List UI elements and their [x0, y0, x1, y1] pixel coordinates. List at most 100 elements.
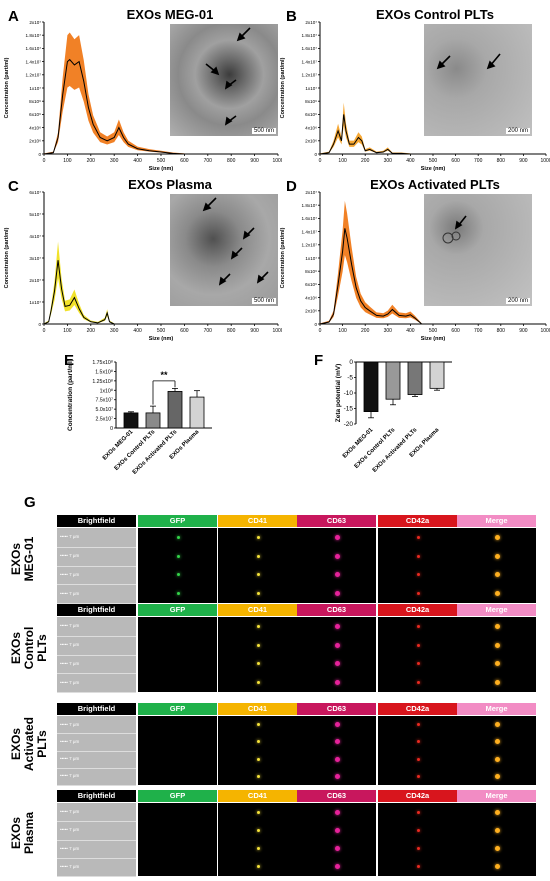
row-separator — [57, 546, 136, 548]
fluorescent-event — [416, 681, 420, 685]
x-tick-label: 1000 — [272, 158, 282, 164]
x-tick-label: 400 — [406, 328, 415, 334]
fluorescent-event — [334, 572, 340, 578]
fluorescent-event — [256, 774, 260, 778]
x-axis-label: Size (nm) — [421, 336, 446, 342]
arrowhead-icon — [224, 116, 233, 126]
micrograph-cd41 — [218, 528, 297, 603]
x-tick-label: 400 — [406, 158, 415, 164]
fluorescent-event — [494, 572, 500, 578]
fluorescent-event — [256, 865, 260, 869]
fluorescent-event — [494, 739, 500, 745]
fluorescent-event — [334, 591, 340, 597]
fluorescent-event — [256, 592, 260, 596]
scale-label: ••••• 7 μm — [60, 721, 80, 727]
micrograph-cd41 — [218, 617, 297, 692]
fluorescent-event — [416, 865, 420, 869]
scale-bar-label: 500 nm — [251, 298, 276, 304]
scale-label: ••••• 7 μm — [60, 571, 80, 577]
panel-letter-f: F — [314, 352, 324, 369]
fluorescent-event — [416, 774, 420, 778]
x-tick-label: 800 — [497, 328, 506, 334]
row-separator — [57, 654, 136, 656]
arrowhead-icon — [486, 60, 496, 70]
group-label-line: Plasma — [22, 811, 36, 855]
bar — [123, 412, 139, 429]
arrowhead-icon — [230, 250, 239, 260]
x-tick-label: 500 — [429, 158, 438, 164]
scale-label: ••••• 7 μm — [60, 642, 80, 648]
significance-label: ** — [160, 370, 168, 380]
fluorescent-event — [256, 554, 260, 558]
bar — [385, 361, 401, 400]
arrowhead-icon — [436, 60, 446, 70]
x-tick-label: 400 — [133, 158, 142, 164]
x-tick-label: 500 — [157, 158, 166, 164]
x-tick-label: 0 — [319, 158, 322, 164]
bar — [145, 412, 161, 429]
y-tick-label: 4x10⁶ — [305, 295, 317, 300]
micrograph-cd63 — [297, 803, 376, 876]
micrograph-merge — [457, 716, 536, 785]
bar — [407, 361, 423, 395]
y-tick-label: 4x10⁷ — [29, 234, 41, 239]
micrograph-cd41 — [218, 803, 297, 876]
fluorescent-event — [256, 810, 260, 814]
channel-header-brightfield: Brightfield — [57, 515, 136, 527]
y-tick-label: 2x10⁶ — [305, 139, 317, 144]
micrograph-cd63 — [297, 528, 376, 603]
channel-header-merge: Merge — [457, 515, 536, 527]
fluorescent-event — [416, 740, 420, 744]
y-axis-label: Concentration (part/ml) — [280, 227, 286, 288]
fluorescent-event — [176, 535, 180, 539]
x-tick-label: 300 — [384, 158, 393, 164]
channel-header-gfp: GFP — [138, 604, 217, 616]
y-tick-label: 6x10⁶ — [29, 112, 41, 117]
fluorescent-event — [494, 642, 500, 648]
tem-image-plasma: 500 nm — [170, 194, 278, 306]
y-axis-label: Concentration (part/ml) — [4, 57, 10, 118]
channel-header-brightfield: Brightfield — [57, 790, 136, 802]
arrowhead-icon — [242, 230, 251, 240]
group-label-line: MEG-01 — [22, 536, 36, 582]
group-label-line: PLTs — [35, 634, 49, 662]
scale-label: ••••• 7 μm — [60, 590, 80, 596]
channel-header-cd42a: CD42a — [378, 703, 457, 715]
fluorescent-event — [416, 828, 420, 832]
x-tick-label: 900 — [250, 328, 259, 334]
bar — [189, 396, 205, 429]
tem-arrows-c — [202, 197, 269, 286]
fluorescent-event — [256, 828, 260, 832]
x-axis-label: Size (nm) — [421, 166, 446, 172]
fluorescent-event — [416, 624, 420, 628]
fluorescent-event — [334, 722, 340, 728]
y-tick-label: 1.75x10⁸ — [92, 360, 113, 366]
x-tick-label: 100 — [338, 158, 347, 164]
y-tick-label: -20 — [344, 421, 354, 428]
micrograph-cd42a — [378, 617, 457, 692]
x-tick-label: 600 — [180, 158, 189, 164]
y-tick-label: 1x10⁸ — [100, 388, 113, 394]
fluorescent-event — [416, 723, 420, 727]
micrograph-cd42a — [378, 716, 457, 785]
y-tick-label: 1.8x10⁷ — [26, 33, 42, 38]
group-label: EXOs Control PLTs — [9, 604, 50, 692]
fluorescent-event — [334, 623, 340, 629]
fluorescent-event — [334, 773, 340, 779]
nta-chart-c: 0 1x10⁷ 2x10⁷ 3x10⁷ 4x10⁷ 5x10⁷ 6x10⁷ 0 100 200 30… — [4, 190, 282, 342]
y-tick-label: 1.6x10⁷ — [302, 46, 318, 51]
micrograph-merge — [457, 528, 536, 603]
fluorescent-event — [416, 554, 420, 558]
mean-line — [319, 228, 423, 325]
scale-label: ••••• 7 μm — [60, 827, 80, 833]
channel-header-cd63: CD63 — [297, 515, 376, 527]
y-tick-label: 2x10⁷ — [29, 20, 41, 25]
x-tick-label: 1000 — [272, 328, 282, 334]
channel-header-cd42a: CD42a — [378, 515, 457, 527]
row-separator — [57, 635, 136, 637]
row-separator — [57, 767, 136, 769]
x-tick-label: 0 — [319, 328, 322, 334]
x-tick-label: 800 — [227, 158, 236, 164]
micrograph-merge — [457, 803, 536, 876]
x-tick-label: 100 — [63, 158, 72, 164]
